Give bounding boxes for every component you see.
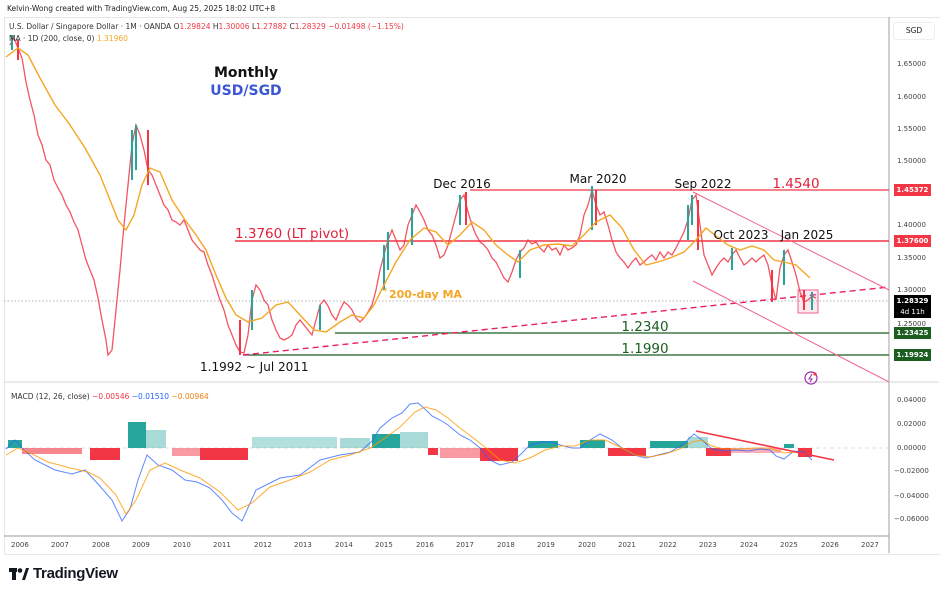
price-tick: 1.35000 — [897, 254, 926, 262]
close-value: 1.28329 — [294, 22, 326, 31]
symbol-name: U.S. Dollar / Singapore Dollar · 1M · OA… — [9, 22, 172, 31]
price-tick: 1.65000 — [897, 60, 926, 68]
high-value: 1.30006 — [218, 22, 250, 31]
macd-tick: −0.06000 — [894, 515, 929, 523]
macd-tick: 0.04000 — [897, 396, 926, 404]
year-tick: 2012 — [254, 541, 272, 549]
macd-tick: −0.02000 — [894, 467, 929, 475]
high-label: H — [212, 22, 219, 31]
price-tick: 1.40000 — [897, 221, 926, 229]
symbol-legend[interactable]: U.S. Dollar / Singapore Dollar · 1M · OA… — [9, 22, 404, 31]
low-label: L — [251, 22, 257, 31]
low-annotation: 1.1992 ~ Jul 2011 — [200, 360, 309, 374]
brand-name: TradingView — [33, 565, 118, 582]
year-tick: 2008 — [92, 541, 110, 549]
support-label-1199: 1.1990 — [621, 341, 668, 357]
price-tick: 1.50000 — [897, 157, 926, 165]
year-tick: 2019 — [537, 541, 555, 549]
chart-title-timeframe: Monthly — [214, 65, 278, 81]
resistance-label-1454: 1.4540 — [772, 176, 819, 192]
change-value: −0.01498 (−1.15%) — [328, 22, 404, 31]
year-tick: 2027 — [861, 541, 879, 549]
year-tick: 2010 — [173, 541, 191, 549]
year-tick: 2023 — [699, 541, 717, 549]
year-tick: 2014 — [335, 541, 353, 549]
year-tick: 2022 — [659, 541, 677, 549]
pivot-label: 1.3760 (LT pivot) — [235, 226, 349, 242]
ascending-trendline[interactable] — [242, 286, 890, 356]
open-label: O — [173, 22, 180, 31]
signal-value: −0.00964 — [171, 392, 209, 401]
year-tick: 2013 — [294, 541, 312, 549]
year-tick: 2006 — [11, 541, 29, 549]
open-value: 1.29824 — [179, 22, 211, 31]
macd-line[interactable] — [5, 402, 813, 523]
ma-value: 1.31960 — [96, 34, 128, 43]
year-tick: 2015 — [375, 541, 393, 549]
year-tick: 2024 — [740, 541, 758, 549]
macd-legend[interactable]: MACD (12, 26, close) −0.00546 −0.01510 −… — [11, 392, 209, 401]
price-tick: 1.55000 — [897, 125, 926, 133]
price-axis[interactable]: 1.65000 1.60000 1.55000 1.50000 1.40000 … — [897, 60, 926, 328]
macd-histogram[interactable] — [8, 422, 812, 461]
macd-tick: 0.00000 — [897, 444, 926, 452]
macd-axis[interactable]: 0.04000 0.02000 0.00000 −0.02000 −0.0400… — [894, 396, 929, 523]
candlesticks[interactable] — [9, 35, 817, 357]
channel-upper-line[interactable] — [692, 191, 890, 291]
currency-button[interactable]: SGD — [893, 22, 935, 40]
price-tag-last: 1.28329 — [894, 295, 931, 307]
ma-200-line[interactable] — [5, 47, 811, 333]
chart-title-pair: USD/SGD — [210, 83, 281, 99]
macd-tick: −0.04000 — [894, 492, 929, 500]
lightning-alert-icon[interactable] — [804, 371, 818, 385]
year-tick: 2018 — [497, 541, 515, 549]
year-tick: 2016 — [416, 541, 434, 549]
annotation-sep-2022: Sep 2022 — [675, 177, 732, 191]
tradingview-logo[interactable]: TradingView — [9, 565, 118, 582]
annotation-oct-2023: Oct 2023 — [713, 228, 768, 242]
year-tick: 2007 — [51, 541, 69, 549]
macd-tick: 0.02000 — [897, 420, 926, 428]
year-tick: 2009 — [132, 541, 150, 549]
macd-trendline[interactable] — [695, 430, 835, 461]
ma-annotation-label: 200-day MA — [389, 288, 462, 301]
ma-annotation-marker: * — [383, 287, 388, 297]
support-label-1234: 1.2340 — [621, 319, 668, 335]
chart-credit: Kelvin-Wong created with TradingView.com… — [7, 4, 276, 13]
price-tag-support-1: 1.23425 — [894, 327, 931, 339]
annotation-mar-2020: Mar 2020 — [570, 172, 627, 186]
price-tag-pivot: 1.37600 — [894, 235, 931, 247]
year-tick: 2026 — [821, 541, 839, 549]
year-tick: 2011 — [213, 541, 231, 549]
channel-lower-line[interactable] — [692, 280, 890, 383]
year-tick: 2025 — [780, 541, 798, 549]
year-tick: 2021 — [618, 541, 636, 549]
ma-legend[interactable]: MA · 1D (200, close, 0) 1.31960 — [9, 34, 128, 43]
bar-countdown: 4d 11h — [894, 306, 931, 318]
time-axis[interactable]: 2006 2007 2008 2009 2010 2011 2012 2013 … — [11, 541, 879, 549]
price-tick: 1.30000 — [897, 286, 926, 294]
price-tag-resistance: 1.45372 — [894, 184, 931, 196]
price-tick: 1.60000 — [897, 93, 926, 101]
signal-line[interactable] — [5, 406, 811, 515]
year-tick: 2017 — [456, 541, 474, 549]
annotation-dec-2016: Dec 2016 — [433, 177, 491, 191]
price-tag-support-2: 1.19924 — [894, 349, 931, 361]
annotation-jan-2025: Jan 2025 — [780, 228, 834, 242]
tradingview-logo-icon — [9, 567, 29, 580]
price-tick: 1.25000 — [897, 320, 926, 328]
macd-histogram-value: −0.00546 — [92, 392, 130, 401]
close-label: C — [289, 22, 295, 31]
ma-label: MA · 1D (200, close, 0) — [9, 34, 95, 43]
macd-label: MACD (12, 26, close) — [11, 392, 90, 401]
year-tick: 2020 — [578, 541, 596, 549]
macd-value: −0.01510 — [131, 392, 170, 401]
low-value: 1.27882 — [256, 22, 288, 31]
